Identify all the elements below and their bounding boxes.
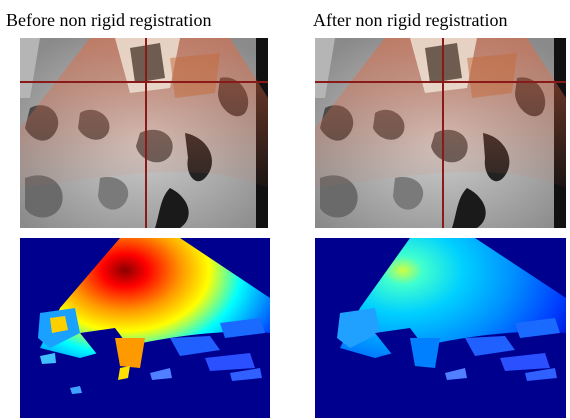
heatmap-before-image xyxy=(20,238,270,418)
mri-before-image xyxy=(20,38,268,228)
caption-after: After non rigid registration xyxy=(313,9,507,31)
heatmap-after-image xyxy=(315,238,566,418)
caption-before: Before non rigid registration xyxy=(6,9,211,31)
mri-after-image xyxy=(315,38,566,228)
